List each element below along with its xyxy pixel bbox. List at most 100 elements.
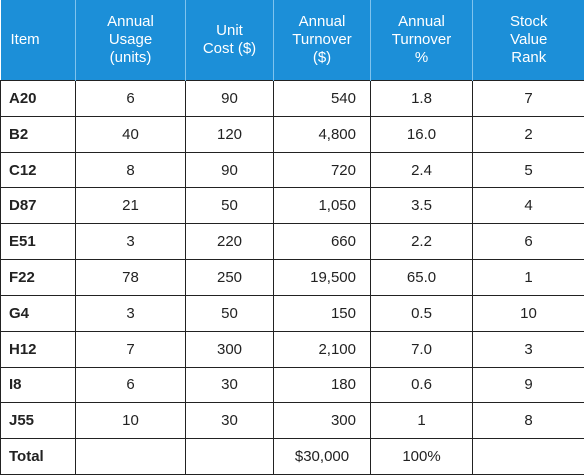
empty-cell: [185, 438, 274, 475]
header-line: Cost ($): [202, 40, 257, 57]
value-cell: 30: [185, 366, 274, 404]
header-line: Usage: [108, 31, 153, 48]
value-cell: 1: [472, 259, 584, 296]
total-cell: Total: [0, 438, 76, 475]
value-cell: 250: [185, 259, 274, 296]
table-row: H12 7 300 2,100 7.0 3: [0, 330, 584, 368]
value-cell: 7.0: [370, 330, 473, 368]
header-line: Rank: [511, 49, 547, 66]
item-cell: G4: [0, 294, 76, 332]
value-cell: 6: [75, 366, 186, 404]
value-cell: 65.0: [370, 259, 473, 296]
value-cell: 5: [472, 151, 584, 189]
table-row: B2 40 120 4,800 16.0 2: [0, 115, 584, 153]
value-cell: 3: [75, 294, 186, 332]
total-cell: 100%: [370, 438, 473, 475]
value-cell: 0.5: [370, 294, 473, 332]
table-row: D87 21 50 1,050 3.5 4: [0, 187, 584, 225]
header-line: Annual: [398, 13, 445, 30]
value-cell: 8: [472, 402, 584, 440]
item-cell: C12: [0, 151, 76, 189]
header-line: ($): [312, 49, 332, 66]
value-cell: 2.2: [370, 223, 473, 261]
item-cell: I8: [0, 366, 76, 404]
value-cell: 540: [273, 80, 371, 117]
header-line: Turnover: [391, 31, 452, 48]
value-cell: 1: [370, 402, 473, 440]
value-cell: 660: [273, 223, 371, 261]
value-cell: 6: [75, 80, 186, 117]
value-cell: 300: [273, 402, 371, 440]
column-header: Unit Cost ($): [185, 0, 274, 81]
total-cell: $30,000: [273, 438, 371, 475]
header-line: Value: [510, 31, 548, 48]
value-cell: 19,500: [273, 259, 371, 296]
value-cell: 4: [472, 187, 584, 225]
table-row: G4 3 50 150 0.5 10: [0, 294, 584, 332]
value-cell: 120: [185, 115, 274, 153]
value-cell: 2.4: [370, 151, 473, 189]
header-row: Item Annual Usage (units) Unit Cost ($) Annual…: [0, 0, 584, 81]
empty-cell: [472, 438, 584, 475]
header-line: Turnover: [292, 31, 352, 48]
value-cell: 180: [273, 366, 371, 404]
value-cell: 7: [75, 330, 186, 368]
value-cell: 4,800: [273, 115, 371, 153]
header-line: %: [414, 49, 429, 66]
value-cell: 720: [273, 151, 371, 189]
value-cell: 90: [185, 151, 274, 189]
table-body: A20 6 90 540 1.8 7 B2 40 120 4,800 16.0 2 C12 8 90 720 2…: [0, 80, 584, 475]
item-cell: D87: [0, 187, 76, 225]
header-line: Unit: [216, 22, 243, 39]
item-cell: F22: [0, 259, 76, 296]
value-cell: 3: [472, 330, 584, 368]
header-line: Annual: [107, 13, 154, 30]
value-cell: 220: [185, 223, 274, 261]
value-cell: 3.5: [370, 187, 473, 225]
item-cell: J55: [0, 402, 76, 440]
table-row: C12 8 90 720 2.4 5: [0, 151, 584, 189]
value-cell: 7: [472, 80, 584, 117]
table-row: E51 3 220 660 2.2 6: [0, 223, 584, 261]
value-cell: 21: [75, 187, 186, 225]
value-cell: 0.6: [370, 366, 473, 404]
empty-cell: [75, 438, 186, 475]
table-row: J55 10 30 300 1 8: [0, 402, 584, 440]
table-row: A20 6 90 540 1.8 7: [0, 80, 584, 117]
column-header: Annual Turnover%: [370, 0, 473, 81]
value-cell: 3: [75, 223, 186, 261]
total-row: Total $30,000 100%: [0, 438, 584, 475]
column-header: Stock Value Rank: [472, 0, 584, 81]
value-cell: 50: [185, 294, 274, 332]
column-header: Annual Usage (units): [75, 0, 186, 81]
value-cell: 90: [185, 80, 274, 117]
value-cell: 10: [75, 402, 186, 440]
value-cell: 2,100: [273, 330, 371, 368]
item-cell: B2: [0, 115, 76, 153]
column-header: Annual Turnover ($): [273, 0, 371, 81]
value-cell: 150: [273, 294, 371, 332]
value-cell: 50: [185, 187, 274, 225]
table-row: F22 78 250 19,500 65.0 1: [0, 259, 584, 296]
value-cell: 1,050: [273, 187, 371, 225]
value-cell: 6: [472, 223, 584, 261]
value-cell: 9: [472, 366, 584, 404]
value-cell: 300: [185, 330, 274, 368]
header-line: Item: [10, 31, 40, 48]
item-cell: H12: [0, 330, 76, 368]
value-cell: 8: [75, 151, 186, 189]
table-row: I8 6 30 180 0.6 9: [0, 366, 584, 404]
value-cell: 2: [472, 115, 584, 153]
value-cell: 78: [75, 259, 186, 296]
value-cell: 1.8: [370, 80, 473, 117]
header-line: Stock: [509, 13, 548, 30]
value-cell: 16.0: [370, 115, 473, 153]
column-header: Item: [0, 0, 76, 81]
item-cell: A20: [0, 80, 76, 117]
value-cell: 10: [472, 294, 584, 332]
header-line: (units): [109, 49, 152, 66]
item-cell: E51: [0, 223, 76, 261]
value-cell: 40: [75, 115, 186, 153]
